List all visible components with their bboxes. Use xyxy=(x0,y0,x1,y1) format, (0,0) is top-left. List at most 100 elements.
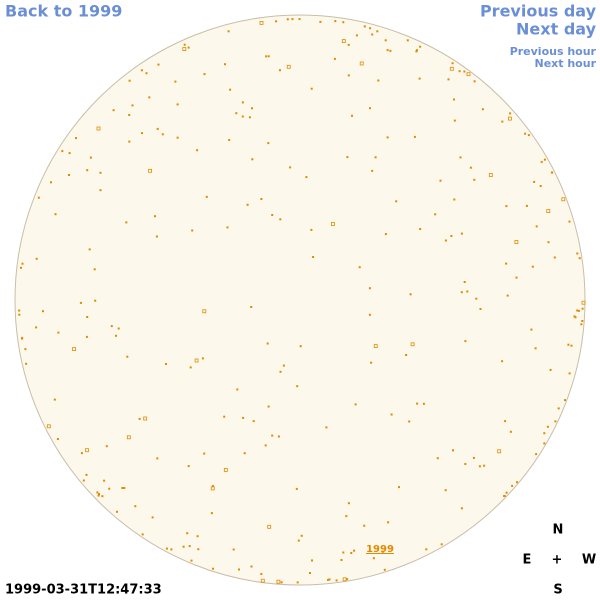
star xyxy=(85,448,89,453)
star xyxy=(56,438,59,440)
star xyxy=(390,413,393,416)
previous-hour-link[interactable]: Previous hour xyxy=(510,45,597,58)
star xyxy=(25,362,28,365)
star xyxy=(346,578,349,581)
star xyxy=(141,132,143,135)
star xyxy=(358,266,361,269)
star xyxy=(99,171,102,174)
star xyxy=(126,435,131,440)
star xyxy=(535,225,538,228)
star xyxy=(418,77,421,80)
next-hour-link[interactable]: Next hour xyxy=(535,57,597,70)
star xyxy=(110,325,113,328)
star xyxy=(277,435,280,438)
star xyxy=(543,432,546,435)
star xyxy=(279,69,281,72)
star xyxy=(342,21,345,24)
star xyxy=(103,479,106,482)
star xyxy=(140,69,143,72)
star xyxy=(241,115,244,118)
star xyxy=(509,430,512,433)
star xyxy=(251,107,253,110)
star xyxy=(35,326,38,329)
star xyxy=(148,96,151,99)
star xyxy=(156,457,159,460)
star xyxy=(289,166,292,169)
star xyxy=(203,73,206,76)
star xyxy=(576,252,579,255)
star xyxy=(439,179,442,182)
star xyxy=(368,287,371,290)
star xyxy=(405,354,408,356)
star xyxy=(121,487,124,489)
star xyxy=(279,370,282,373)
star xyxy=(235,112,238,115)
star xyxy=(68,174,70,176)
star xyxy=(275,20,278,23)
star xyxy=(398,486,400,489)
star xyxy=(98,493,100,495)
star xyxy=(176,103,179,106)
star xyxy=(197,548,200,551)
star xyxy=(377,79,380,82)
star xyxy=(549,368,552,371)
star xyxy=(35,257,38,260)
star xyxy=(155,235,158,238)
star xyxy=(286,18,289,21)
star xyxy=(561,197,566,202)
star xyxy=(157,63,160,66)
star xyxy=(138,417,141,420)
star xyxy=(243,452,246,455)
star xyxy=(53,398,56,401)
star xyxy=(117,327,120,330)
star xyxy=(21,262,24,265)
star xyxy=(134,505,137,508)
star xyxy=(527,134,530,137)
star xyxy=(354,403,357,406)
star xyxy=(211,485,214,487)
star xyxy=(50,181,52,184)
star xyxy=(453,119,456,122)
star xyxy=(384,39,387,42)
star xyxy=(383,568,386,571)
star xyxy=(228,139,231,141)
next-day-link[interactable]: Next day xyxy=(516,20,597,39)
star xyxy=(105,445,108,448)
star xyxy=(389,49,392,52)
star xyxy=(564,399,566,402)
star xyxy=(101,495,104,498)
star xyxy=(145,72,148,75)
star xyxy=(466,290,469,293)
star xyxy=(260,578,265,583)
star xyxy=(381,550,384,553)
year-link[interactable]: 1999 xyxy=(366,544,394,555)
back-link[interactable]: Back to 1999 xyxy=(5,2,122,21)
star xyxy=(371,33,374,36)
star xyxy=(94,299,97,302)
star xyxy=(506,294,509,297)
star xyxy=(505,205,508,208)
star xyxy=(176,136,179,139)
star xyxy=(282,364,285,367)
star xyxy=(18,309,21,312)
star xyxy=(459,156,462,159)
star xyxy=(125,221,128,224)
star xyxy=(187,465,190,468)
star xyxy=(226,226,229,229)
star xyxy=(530,328,533,331)
star xyxy=(174,80,177,83)
star xyxy=(156,127,159,130)
star xyxy=(350,552,353,554)
star xyxy=(86,316,89,318)
star xyxy=(507,116,512,121)
star xyxy=(345,515,348,518)
star xyxy=(202,309,207,314)
previous-day-link[interactable]: Previous day xyxy=(480,2,597,21)
star xyxy=(540,160,543,163)
star xyxy=(463,281,466,283)
star xyxy=(473,178,476,181)
star xyxy=(469,166,472,169)
star xyxy=(97,494,100,497)
star xyxy=(128,114,131,116)
star xyxy=(449,66,454,71)
